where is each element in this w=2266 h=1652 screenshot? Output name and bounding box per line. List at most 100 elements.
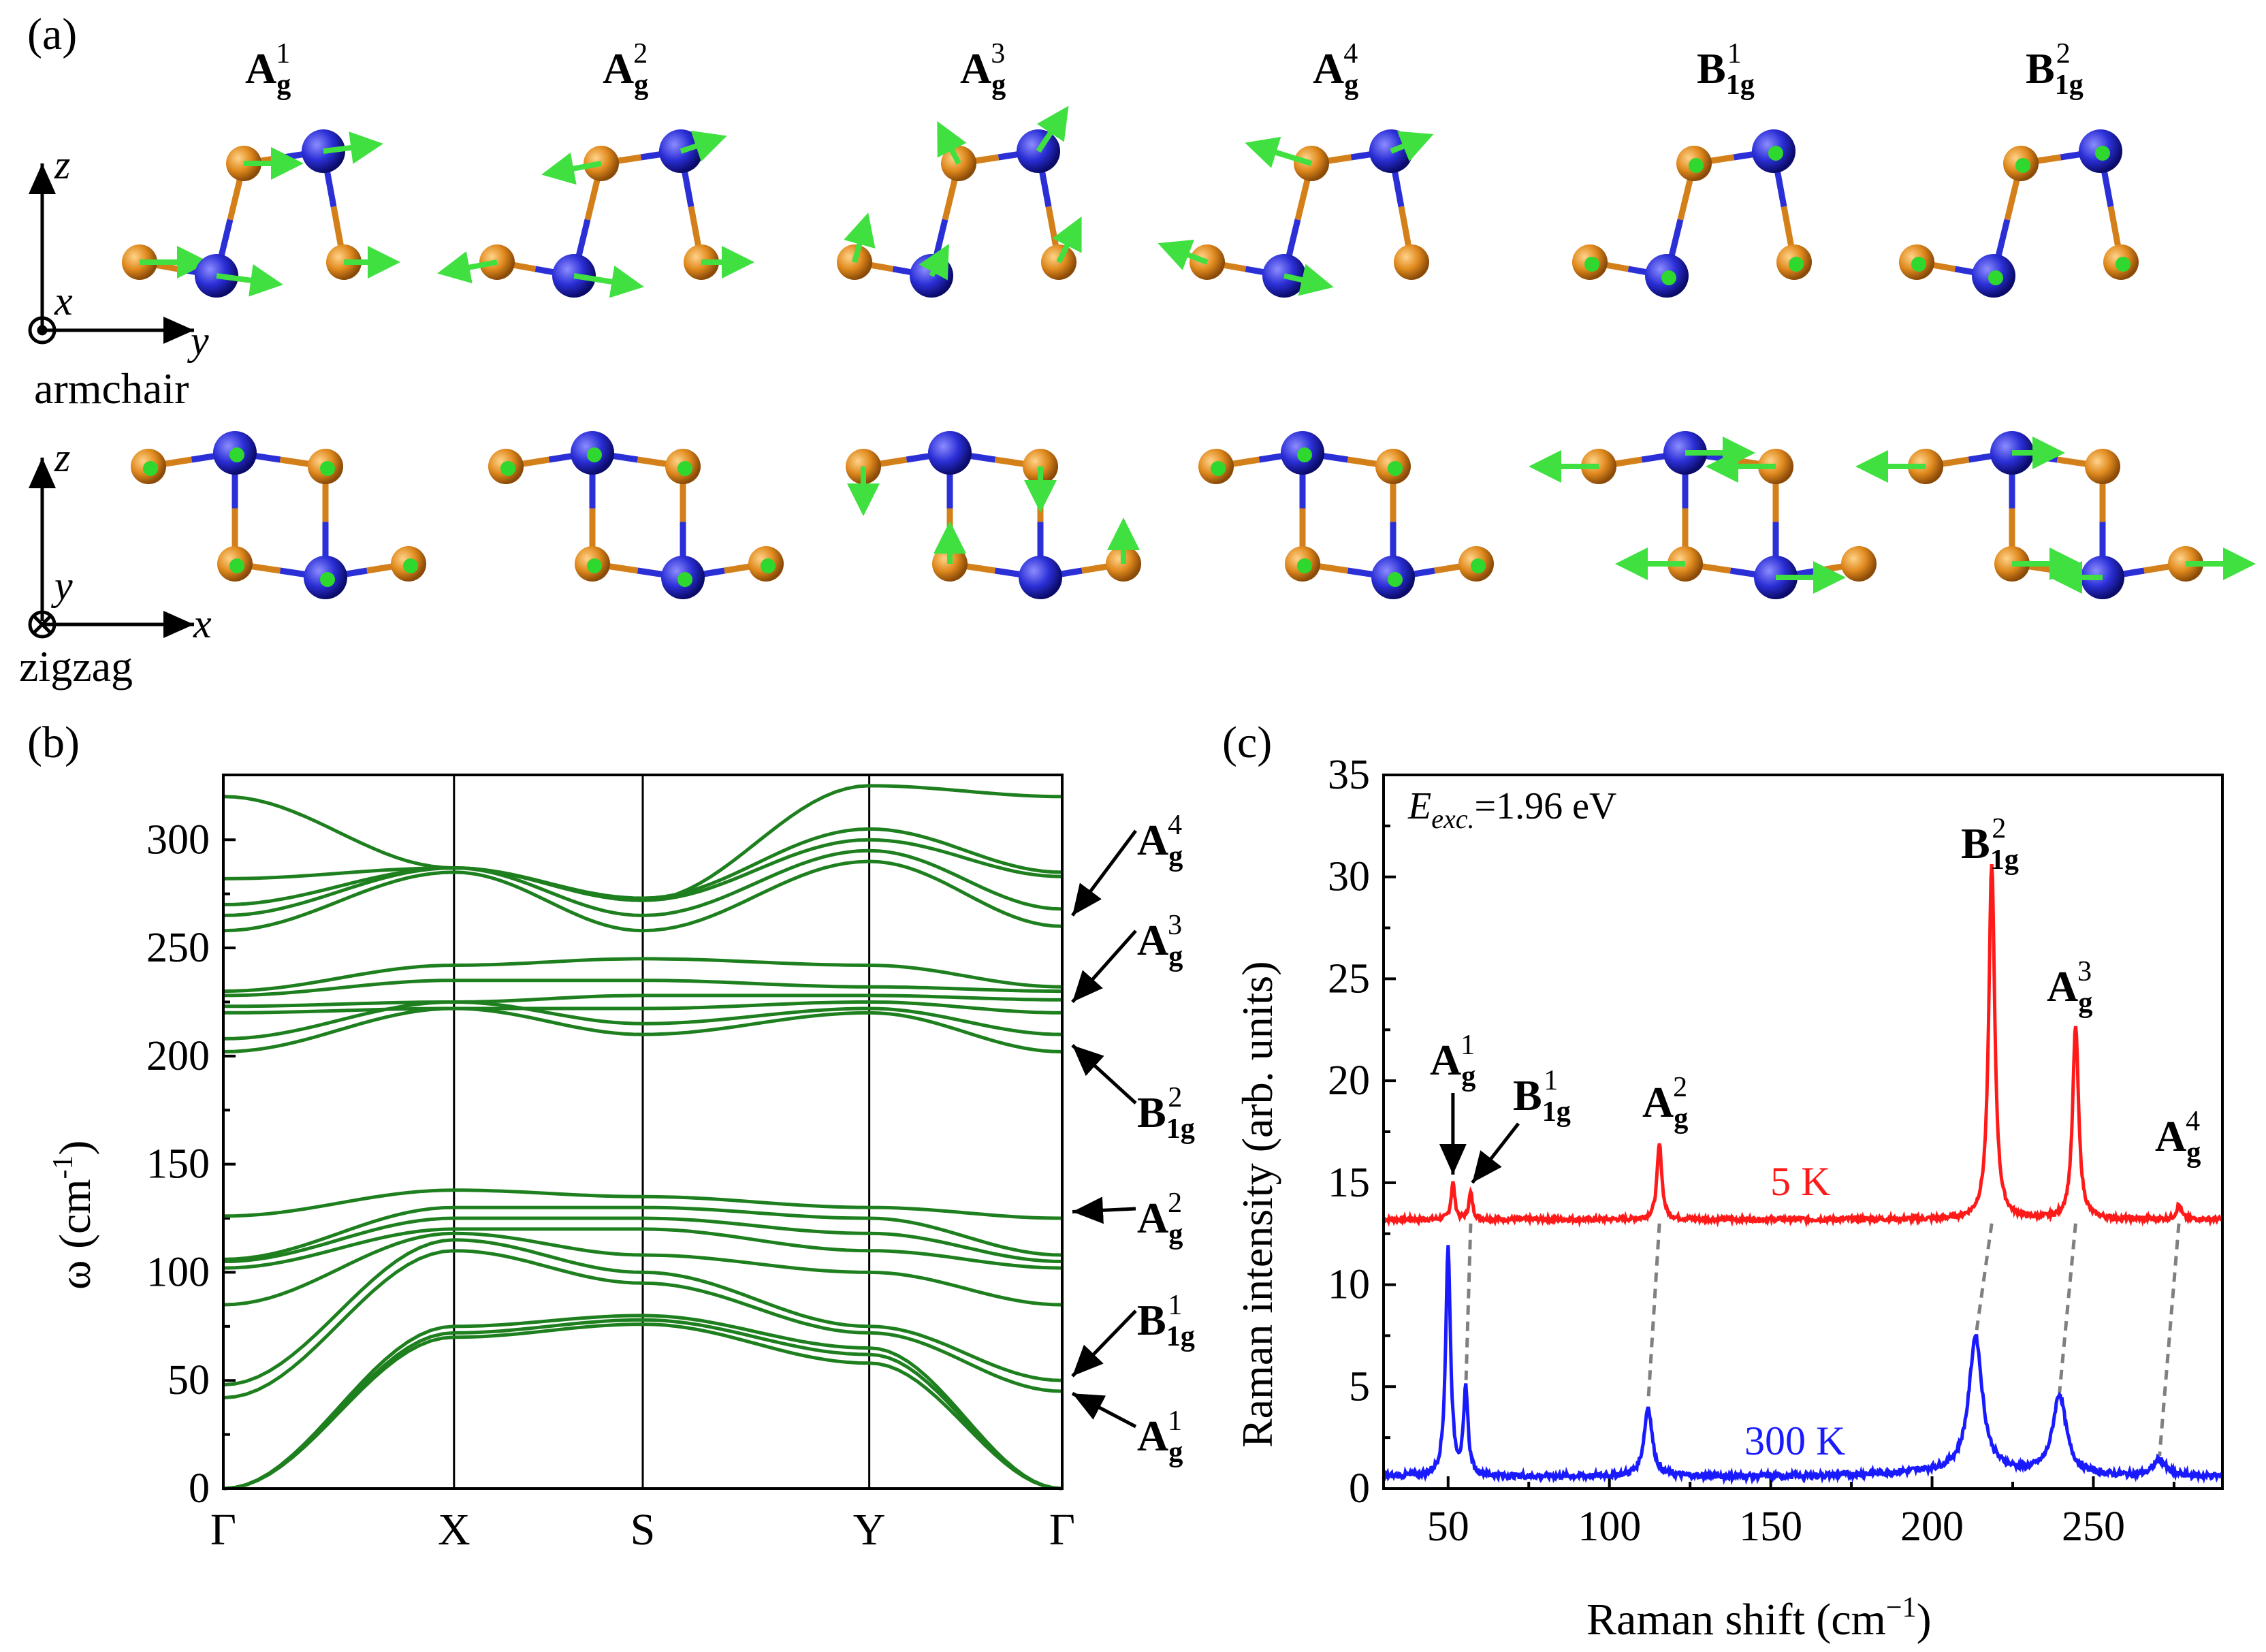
mode-label-sub: g <box>276 69 291 101</box>
x-tick-label: 100 <box>1578 1504 1641 1550</box>
mode-label-base: A <box>603 44 634 93</box>
peak-shift-guide <box>2058 1223 2077 1393</box>
displacement-dot <box>1988 270 2003 285</box>
panel-a: (a) Ag1 Ag2 Ag3 Ag4 B1g1 B1g2 z x y armc… <box>19 10 2256 690</box>
dispersion-branch <box>223 1006 1063 1053</box>
armchair-structure <box>837 106 1082 298</box>
curve-label-5K: 5 K <box>1770 1159 1830 1204</box>
dispersion-branch <box>223 957 1063 994</box>
y-tick-label: 300 <box>146 816 210 863</box>
displacement-arrow <box>1283 264 1334 296</box>
zigzag-axes <box>28 458 194 639</box>
displacement-arrow <box>1036 106 1069 153</box>
mode-annotation: Ag3 <box>1137 909 1183 972</box>
y-tick-label: 200 <box>146 1033 210 1079</box>
armchair-z-label: z <box>54 142 70 187</box>
dispersion-branch <box>223 1216 1063 1263</box>
mode-label-sub: g <box>634 69 648 101</box>
peak-shift-guide <box>1646 1223 1661 1403</box>
x-tick-label: 250 <box>2062 1504 2125 1550</box>
displacement-arrow <box>437 251 498 284</box>
mode-label: Ag1 <box>245 38 291 101</box>
peak-label: Ag1 <box>1430 1029 1475 1092</box>
dispersion-branch <box>223 784 1063 902</box>
blue-atom <box>1019 556 1062 599</box>
mode-label-base: B <box>2026 44 2055 93</box>
dispersion-branch <box>223 848 1063 917</box>
displacement-dot <box>229 447 244 462</box>
mode-arrow <box>1072 1196 1136 1224</box>
displacement-dot <box>761 558 776 573</box>
out-of-plane-dot-icon <box>28 316 57 345</box>
y-tick-label: 0 <box>1349 1465 1370 1512</box>
mode-label-sup: 3 <box>991 38 1005 69</box>
displacement-dot <box>587 558 602 573</box>
armchair-structure <box>122 129 400 298</box>
raman-spectra <box>1382 863 2224 1486</box>
mode-label: B1g2 <box>2026 38 2084 101</box>
mode-label-sub: 1g <box>1726 69 1755 101</box>
armchair-x-label: x <box>54 279 73 323</box>
kpoint-label: X <box>438 1505 470 1555</box>
y-tick-label: 15 <box>1328 1160 1370 1206</box>
panel-c-label: (c) <box>1222 718 1272 767</box>
mode-annotation: Ag4 <box>1137 809 1183 872</box>
mode-labels: Ag1 Ag2 Ag3 Ag4 B1g1 B1g2 <box>245 38 2084 101</box>
displacement-arrow <box>1158 239 1209 270</box>
y-tick-label: 10 <box>1328 1262 1370 1308</box>
dispersion-branch <box>223 1249 1063 1400</box>
displacement-dot <box>320 461 335 476</box>
dispersion-branch <box>223 1322 1063 1491</box>
mode-arrow <box>1071 930 1137 1004</box>
mode-label-sub: 1g <box>2055 69 2084 101</box>
displacement-dot <box>143 461 158 476</box>
displacement-dot <box>1689 158 1704 173</box>
peak-label: B1g2 <box>1961 812 2019 876</box>
displacement-dot <box>1388 572 1403 587</box>
dispersion-branch <box>223 1000 1063 1015</box>
displacement-dot <box>1584 257 1599 272</box>
x-tick-label: 150 <box>1739 1504 1802 1550</box>
displacement-dot <box>2116 257 2131 272</box>
displacement-dot <box>2095 146 2110 161</box>
displacement-dot <box>587 447 602 462</box>
mode-label-base: A <box>960 44 991 93</box>
peak-label: Ag4 <box>2155 1105 2201 1169</box>
blue-atom <box>928 431 972 475</box>
zigzag-structure <box>1198 431 1494 599</box>
dispersion-branch <box>223 979 1063 998</box>
displacement-arrow <box>937 121 967 165</box>
mode-annotation: Ag1 <box>1137 1405 1183 1468</box>
y-tick-label: 100 <box>146 1249 210 1295</box>
zigzag-x-label: x <box>193 601 212 646</box>
y-tick-label: 20 <box>1328 1058 1370 1104</box>
y-tick-label: 150 <box>146 1141 210 1188</box>
mode-label: Ag4 <box>1313 38 1358 101</box>
displacement-arrow <box>1052 216 1082 264</box>
displacement-dot <box>320 572 335 587</box>
mode-label-sup: 1 <box>276 38 290 69</box>
displacement-arrow <box>919 243 949 281</box>
displacement-dot <box>229 558 244 573</box>
into-plane-cross-icon <box>28 610 57 639</box>
y-tick-label: 0 <box>189 1465 210 1512</box>
panel-b-frame <box>222 774 1064 1490</box>
displacement-arrow <box>323 131 383 164</box>
displacement-dot <box>403 558 418 573</box>
zigzag-structure <box>846 431 1141 599</box>
armchair-axes <box>28 163 194 345</box>
kpoint-label: S <box>631 1505 656 1555</box>
x-tick-label: 50 <box>1427 1504 1469 1550</box>
armchair-structure <box>437 129 754 298</box>
displacement-dot <box>1789 257 1804 272</box>
peak-shift-guide <box>1464 1223 1473 1387</box>
displacement-dot <box>1211 461 1226 476</box>
y-tick-label: 30 <box>1328 854 1370 900</box>
displacement-arrow <box>1245 136 1313 168</box>
mode-label-sup: 4 <box>1343 38 1358 69</box>
zigzag-y-label: y <box>50 563 73 608</box>
y-tick-label: 25 <box>1328 955 1370 1002</box>
panel-c-ticks: 0 5 10 15 20 25 30 35 50 100 150 200 250 <box>1328 752 2175 1550</box>
mode-annotation: Ag2 <box>1137 1187 1183 1250</box>
